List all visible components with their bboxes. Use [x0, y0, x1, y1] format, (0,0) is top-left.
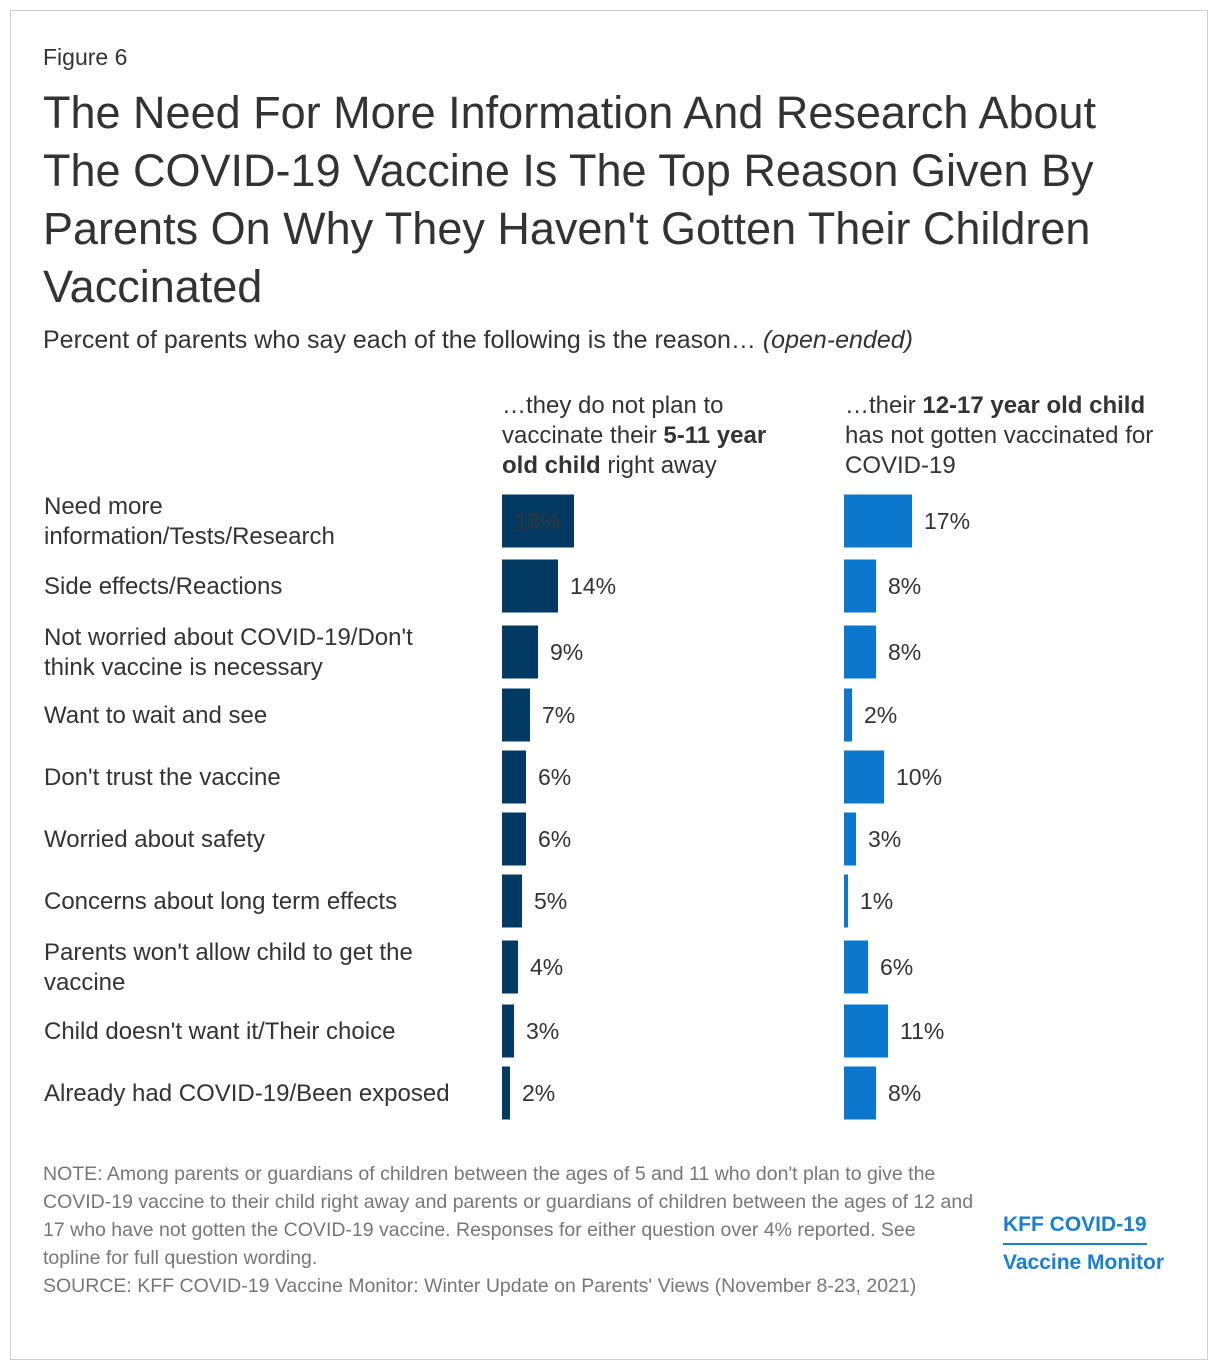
data-label: 9%	[550, 639, 583, 665]
bar	[844, 1004, 888, 1058]
column-header-12-17: …their 12-17 year old child has not gott…	[845, 391, 1155, 481]
column-header-5-11: …they do not plan to vaccinate their 5-1…	[502, 391, 802, 481]
data-label: 2%	[522, 1080, 555, 1106]
category-label: Want to wait and see	[44, 702, 267, 729]
bar	[844, 1066, 876, 1120]
data-label: 1%	[860, 888, 893, 914]
data-label: 8%	[888, 573, 921, 599]
category-label: Not worried about COVID-19/Don't think va…	[44, 624, 413, 681]
category-label: Concerns about long term effects	[44, 888, 397, 915]
category-label: Don't trust the vaccine	[44, 764, 281, 791]
data-label: 6%	[538, 764, 571, 790]
data-label: 11%	[900, 1018, 944, 1044]
data-label: 17%	[924, 508, 970, 534]
category-label: Parents won't allow child to get the vacc…	[44, 939, 413, 996]
data-label: 10%	[896, 764, 942, 790]
col2-text-bold: 12-17 year old child	[922, 392, 1146, 419]
data-label: 6%	[538, 826, 571, 852]
bar	[844, 559, 876, 613]
bar	[844, 750, 884, 804]
figure-label: Figure 6	[43, 44, 128, 70]
col2-text-a: …their	[845, 392, 923, 419]
bar	[502, 874, 522, 928]
bar	[502, 1066, 510, 1120]
col1-text-a: …they do not plan to vaccinate their	[502, 392, 724, 449]
bar	[844, 494, 912, 548]
category-label: Worried about safety	[44, 826, 265, 853]
bar	[502, 688, 530, 742]
logo-line2: Vaccine Monitor	[1003, 1251, 1165, 1274]
source-text: SOURCE: KFF COVID-19 Vaccine Monitor: Wi…	[43, 1275, 917, 1297]
logo-line1: KFF COVID-19	[1003, 1210, 1147, 1245]
chart-title: The Need For More Information And Resear…	[43, 87, 1097, 312]
bar	[844, 688, 852, 742]
bar	[844, 874, 848, 928]
category-label: Child doesn't want it/Their choice	[44, 1018, 395, 1045]
data-label: 18%	[515, 508, 561, 534]
col2-text-b: has not gotten vaccinated for COVID-19	[845, 422, 1154, 479]
data-label: 4%	[530, 954, 563, 980]
data-label: 3%	[526, 1018, 559, 1044]
bar	[502, 625, 538, 679]
data-label: 7%	[542, 702, 575, 728]
bar	[844, 812, 856, 866]
data-label: 8%	[888, 639, 921, 665]
bar	[502, 494, 574, 548]
data-label: 14%	[570, 573, 616, 599]
subtitle-italic: (open-ended)	[762, 326, 913, 354]
kff-logo: KFF COVID-19 Vaccine Monitor	[1003, 1210, 1175, 1278]
bar	[844, 625, 876, 679]
bar	[502, 812, 526, 866]
figure-frame	[10, 10, 1208, 1360]
bar	[844, 940, 868, 994]
data-label: 6%	[880, 954, 913, 980]
subtitle-main: Percent of parents who say each of the f…	[43, 326, 763, 354]
col1-text-bold: 5-11 year old child	[502, 422, 767, 479]
bar	[502, 1004, 514, 1058]
footnote: NOTE: Among parents or guardians of chil…	[43, 1160, 978, 1300]
category-label: Side effects/Reactions	[44, 573, 282, 600]
col1-text-b: right away	[600, 452, 717, 479]
data-label: 3%	[868, 826, 901, 852]
data-label: 2%	[864, 702, 897, 728]
note-text: NOTE: Among parents or guardians of chil…	[43, 1163, 974, 1269]
category-label: Already had COVID-19/Been exposed	[44, 1080, 450, 1107]
bar	[502, 940, 518, 994]
chart-subtitle: Percent of parents who say each of the f…	[43, 326, 913, 355]
data-label: 8%	[888, 1080, 921, 1106]
data-label: 5%	[534, 888, 567, 914]
bar	[502, 559, 558, 613]
bar	[502, 750, 526, 804]
category-label: Need more information/Tests/Research	[44, 493, 335, 550]
